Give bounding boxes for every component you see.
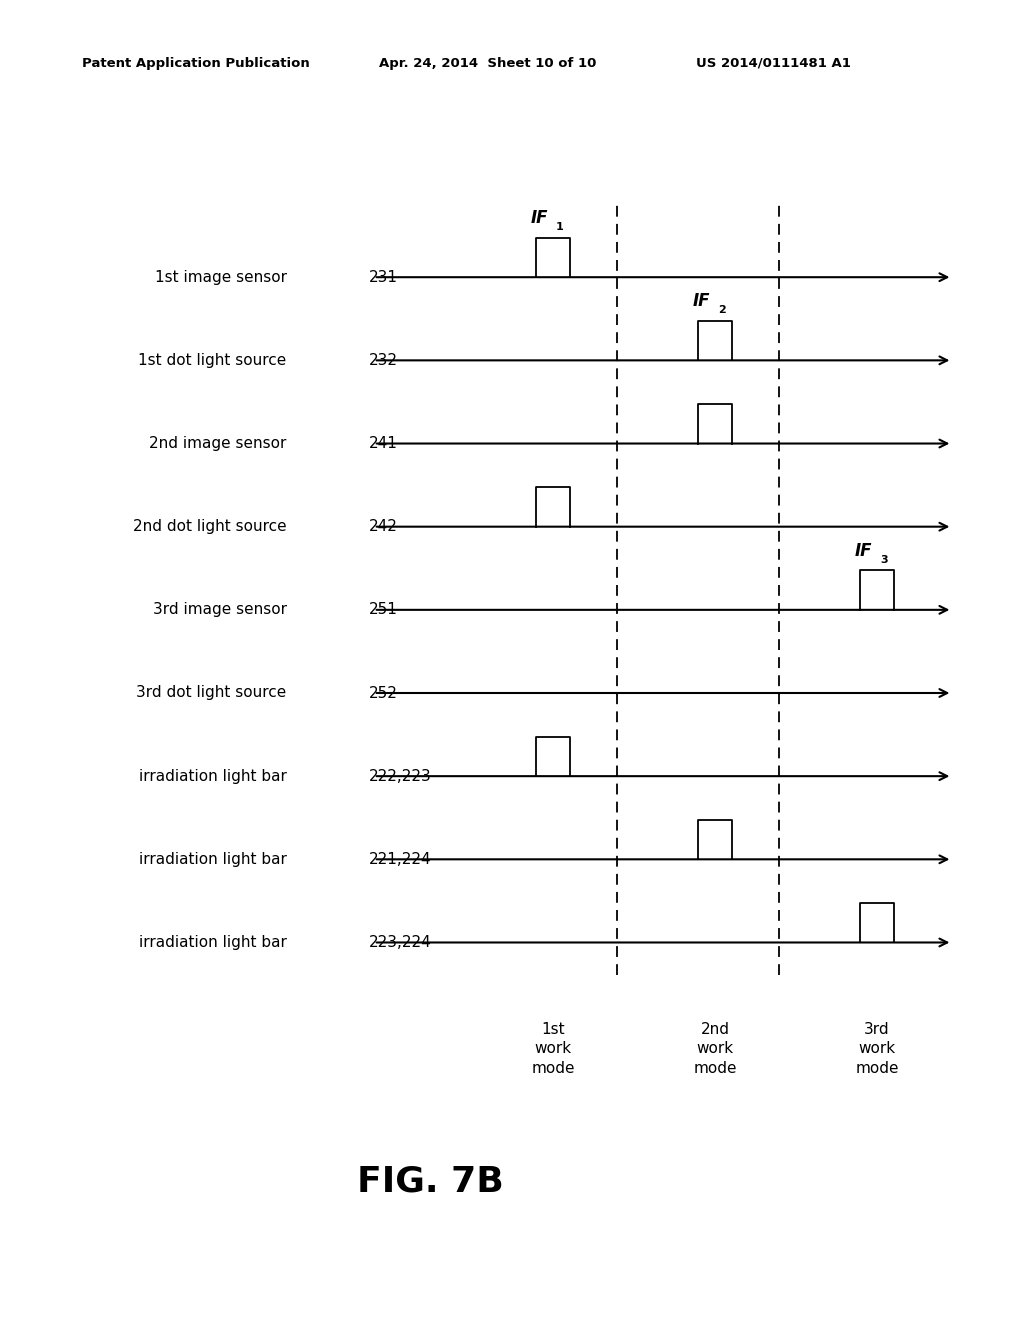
Text: 3rd dot light source: 3rd dot light source — [136, 685, 287, 701]
Text: 3rd
work
mode: 3rd work mode — [855, 1022, 899, 1076]
Text: IF: IF — [692, 292, 710, 310]
Text: 232: 232 — [369, 352, 397, 368]
Text: irradiation light bar: irradiation light bar — [139, 851, 287, 867]
Text: 223,224: 223,224 — [369, 935, 431, 950]
Text: 2nd dot light source: 2nd dot light source — [133, 519, 287, 535]
Text: 231: 231 — [369, 269, 397, 285]
Text: irradiation light bar: irradiation light bar — [139, 768, 287, 784]
Text: IF: IF — [530, 209, 548, 227]
Text: 251: 251 — [369, 602, 397, 618]
Text: IF: IF — [855, 541, 872, 560]
Text: 1st dot light source: 1st dot light source — [138, 352, 287, 368]
Text: 1st
work
mode: 1st work mode — [531, 1022, 574, 1076]
Text: 241: 241 — [369, 436, 397, 451]
Text: irradiation light bar: irradiation light bar — [139, 935, 287, 950]
Text: 242: 242 — [369, 519, 397, 535]
Text: 3: 3 — [881, 554, 888, 565]
Text: 252: 252 — [369, 685, 397, 701]
Text: 3rd image sensor: 3rd image sensor — [153, 602, 287, 618]
Text: 2: 2 — [718, 305, 726, 315]
Text: 1: 1 — [556, 222, 564, 232]
Text: 221,224: 221,224 — [369, 851, 431, 867]
Text: 1st image sensor: 1st image sensor — [155, 269, 287, 285]
Text: 2nd image sensor: 2nd image sensor — [150, 436, 287, 451]
Text: Apr. 24, 2014  Sheet 10 of 10: Apr. 24, 2014 Sheet 10 of 10 — [379, 57, 596, 70]
Text: 222,223: 222,223 — [369, 768, 431, 784]
Text: US 2014/0111481 A1: US 2014/0111481 A1 — [696, 57, 851, 70]
Text: FIG. 7B: FIG. 7B — [356, 1164, 504, 1199]
Text: Patent Application Publication: Patent Application Publication — [82, 57, 309, 70]
Text: 2nd
work
mode: 2nd work mode — [693, 1022, 737, 1076]
